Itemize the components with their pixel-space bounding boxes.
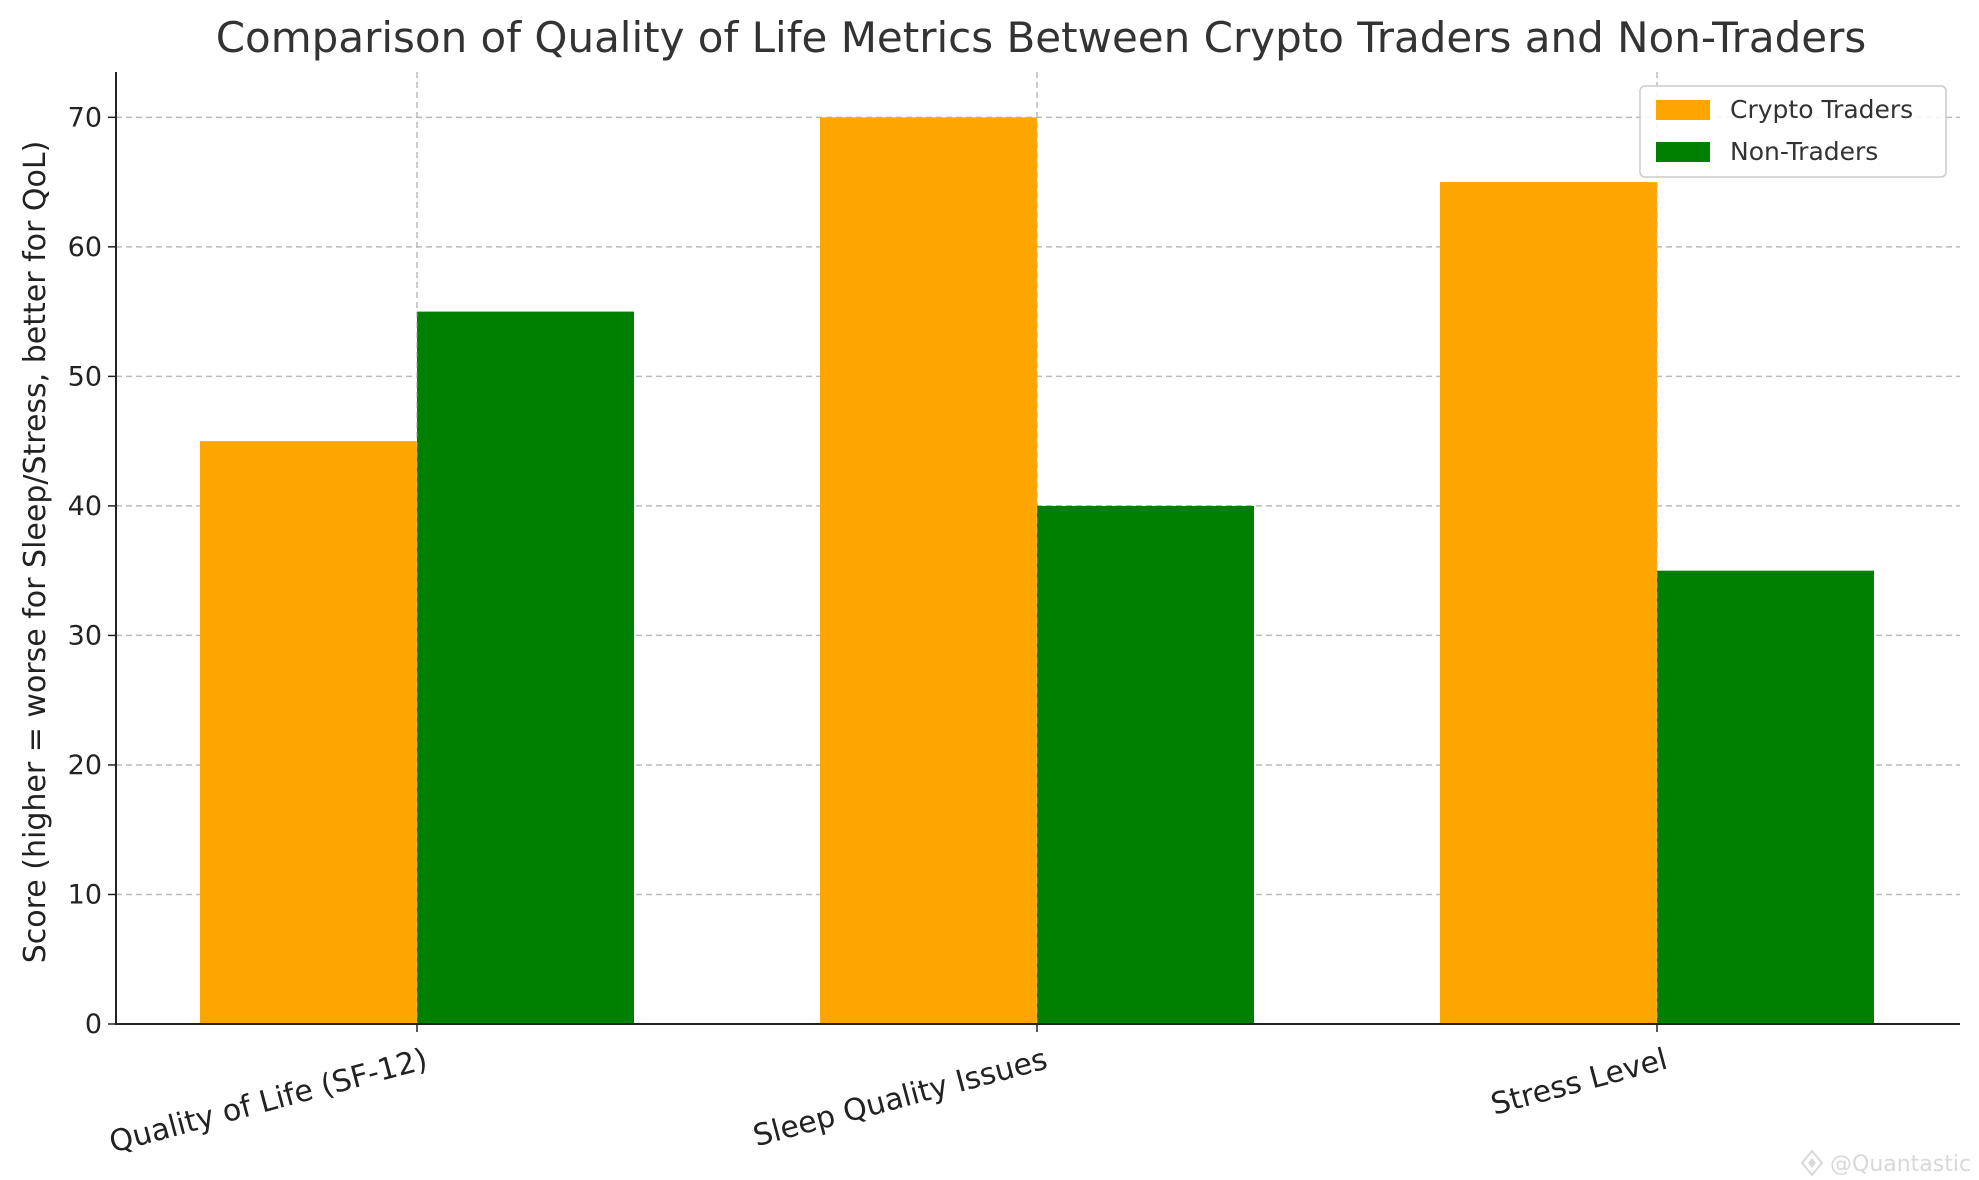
bar-crypto-traders-1: [820, 117, 1037, 1025]
y-tick-label: 0: [85, 1009, 102, 1040]
y-tick-label: 50: [68, 361, 102, 392]
bar-non-traders-0: [417, 311, 634, 1025]
y-tick-label: 30: [68, 620, 102, 651]
y-tick-label: 20: [68, 750, 102, 781]
legend-swatch: [1656, 100, 1710, 120]
legend: Crypto Traders Non-Traders: [1639, 85, 1947, 178]
chart-title: Comparison of Quality of Life Metrics Be…: [216, 13, 1867, 62]
legend-label: Non-Traders: [1730, 137, 1878, 166]
x-tick-label: Sleep Quality Issues: [750, 1042, 1052, 1154]
legend-box: [1639, 85, 1947, 178]
watermark: @Quantastic: [1800, 1149, 1971, 1177]
bar-crypto-traders-2: [1440, 182, 1657, 1025]
y-tick-label: 60: [68, 232, 102, 263]
bars: [200, 117, 1874, 1025]
x-tick-label: Quality of Life (SF-12): [106, 1042, 431, 1161]
x-ticks: Quality of Life (SF-12) Sleep Quality Iss…: [106, 1024, 1671, 1160]
watermark-text: @Quantastic: [1830, 1152, 1971, 1177]
x-tick-label: Stress Level: [1487, 1042, 1671, 1123]
bar-crypto-traders-0: [200, 441, 417, 1025]
diamond-logo-icon: [1800, 1149, 1824, 1177]
legend-swatch: [1656, 142, 1710, 162]
bar-non-traders-2: [1657, 570, 1874, 1024]
y-axis-label: Score (higher = worse for Sleep/Stress, …: [18, 141, 53, 964]
legend-label: Crypto Traders: [1730, 95, 1913, 124]
y-tick-label: 10: [68, 879, 102, 910]
bar-non-traders-1: [1037, 505, 1254, 1024]
y-tick-label: 70: [68, 102, 102, 133]
y-tick-label: 40: [68, 491, 102, 522]
y-ticks: 0 10 20 30 40 50 60 70: [68, 102, 116, 1040]
